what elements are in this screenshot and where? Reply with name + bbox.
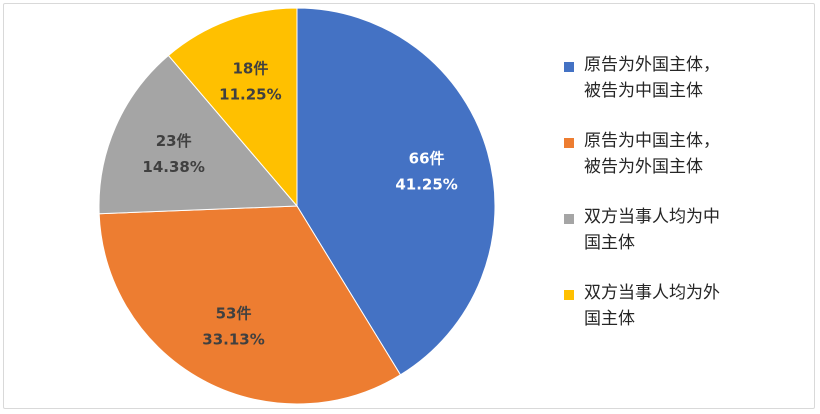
legend-swatch <box>564 214 574 224</box>
slice-count-label: 18件 <box>232 60 268 78</box>
legend: 原告为外国主体， 被告为中国主体 原告为中国主体， 被告为外国主体 双方当事人均… <box>562 52 812 356</box>
pie-chart: 66件 41.25% 53件 33.13% 23件 14.38% 18件 11.25% <box>98 7 496 405</box>
legend-item-foreign-plaintiff: 原告为外国主体， 被告为中国主体 <box>562 52 812 128</box>
legend-label: 双方当事人均为中 国主体 <box>584 207 720 253</box>
legend-swatch <box>564 62 574 72</box>
legend-label: 原告为中国主体， 被告为外国主体 <box>584 131 720 177</box>
slice-percent-label: 33.13% <box>202 331 264 349</box>
legend-item-both-chinese: 双方当事人均为中 国主体 <box>562 204 812 280</box>
slice-chinese-plaintiff <box>98 205 402 405</box>
legend-item-both-foreign: 双方当事人均为外 国主体 <box>562 280 812 356</box>
slice-foreign-plaintiff <box>296 7 496 376</box>
slice-percent-label: 14.38% <box>142 158 204 176</box>
legend-label: 双方当事人均为外 国主体 <box>584 283 720 329</box>
slice-count-label: 23件 <box>156 132 192 150</box>
legend-swatch <box>564 290 574 300</box>
slice-both-foreign <box>167 7 298 208</box>
legend-swatch <box>564 138 574 148</box>
slice-percent-label: 41.25% <box>395 175 457 193</box>
legend-item-chinese-plaintiff: 原告为中国主体， 被告为外国主体 <box>562 128 812 204</box>
legend-label: 原告为外国主体， 被告为中国主体 <box>584 55 720 101</box>
slice-both-chinese <box>98 54 299 215</box>
slice-count-label: 66件 <box>409 149 445 167</box>
slice-count-label: 53件 <box>216 305 252 323</box>
slice-percent-label: 11.25% <box>219 86 281 104</box>
